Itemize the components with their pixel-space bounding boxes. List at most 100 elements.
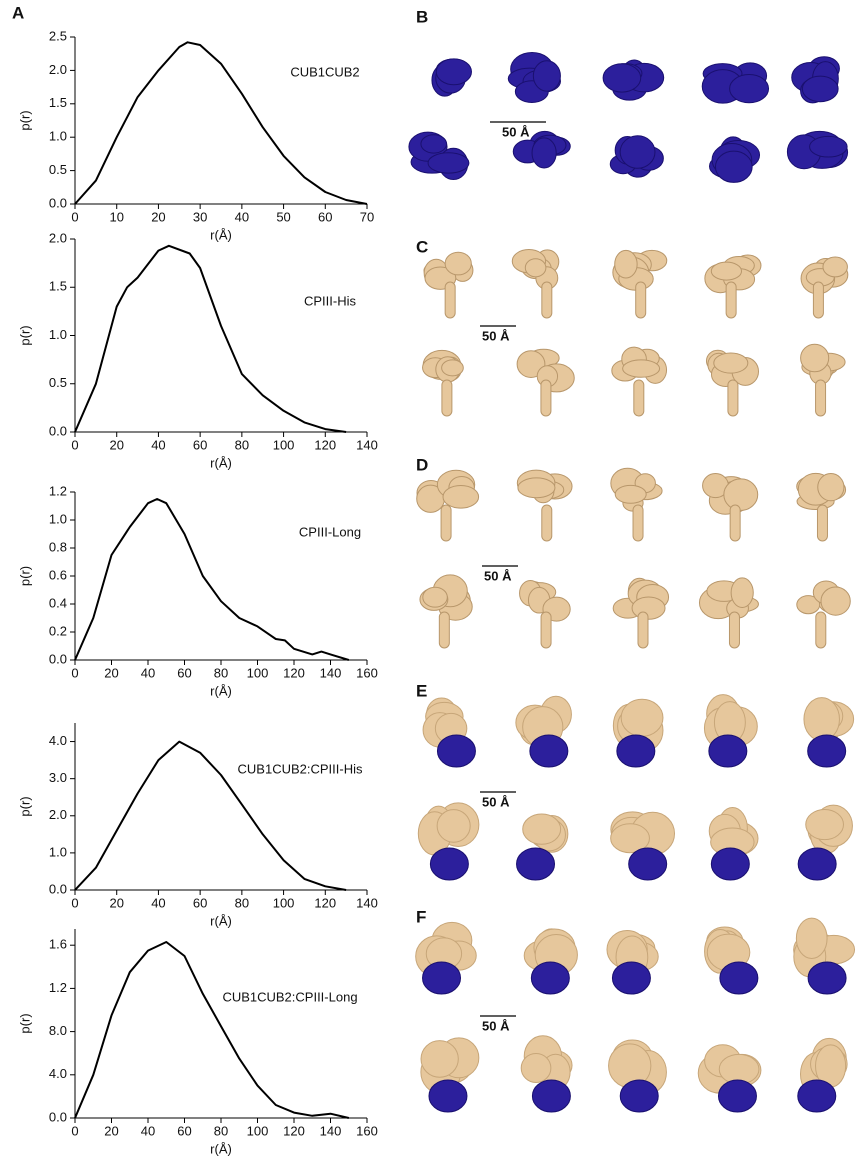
scale-bar-label: 50 Å: [502, 124, 530, 139]
y-tick-label: 0.5: [49, 162, 67, 177]
x-tick-label: 100: [247, 1123, 269, 1138]
y-tick-label: 1.0: [49, 511, 67, 526]
molecule: [517, 349, 574, 416]
x-tick-label: 10: [109, 209, 123, 224]
panel-label: E: [416, 681, 427, 700]
molecule-part: [808, 735, 846, 767]
x-tick-label: 20: [104, 665, 118, 680]
molecule: [423, 698, 475, 767]
molecule: [409, 132, 469, 179]
x-tick-label: 80: [214, 665, 228, 680]
x-tick-label: 70: [360, 209, 374, 224]
molecule: [517, 470, 572, 541]
molecule-part: [718, 1080, 756, 1112]
panel-label: F: [416, 907, 426, 926]
x-tick-label: 120: [314, 437, 336, 452]
annotation: CUB1CUB2: [290, 64, 359, 79]
x-tick-label: 80: [214, 1123, 228, 1138]
molecule-part: [623, 360, 660, 377]
molecule-part: [518, 478, 555, 498]
molecule-part: [724, 479, 758, 510]
x-tick-label: 120: [314, 895, 336, 910]
molecule-part: [802, 76, 838, 102]
molecule: [610, 136, 663, 177]
molecule-part: [439, 612, 449, 648]
molecule-part: [823, 257, 847, 277]
molecule-part: [816, 612, 826, 648]
molecule-part: [436, 59, 471, 85]
molecule-part: [629, 848, 667, 880]
x-axis-title: r(Å): [210, 455, 232, 470]
y-tick-label: 1.0: [49, 129, 67, 144]
figure: A B C D E F 50 Å50 Å50 Å50 Å50 Å0.00.51.…: [0, 0, 862, 1162]
molecule-part: [523, 814, 561, 844]
y-tick-label: 1.0: [49, 844, 67, 859]
molecule: [787, 131, 847, 168]
molecule-part: [423, 587, 448, 607]
x-tick-label: 80: [235, 437, 249, 452]
line: [75, 246, 346, 432]
x-tick-label: 120: [283, 1123, 305, 1138]
molecule-part: [430, 848, 468, 880]
x-tick-label: 30: [193, 209, 207, 224]
molecule-part: [731, 578, 753, 608]
x-tick-label: 60: [177, 665, 191, 680]
molecule: [416, 922, 477, 994]
x-tick-label: 40: [141, 665, 155, 680]
x-tick-label: 60: [177, 1123, 191, 1138]
molecule-part: [816, 380, 826, 416]
molecule-part: [715, 151, 752, 182]
molecule: [420, 575, 472, 648]
x-tick-label: 50: [276, 209, 290, 224]
molecule-part: [620, 1080, 658, 1112]
molecule: [611, 812, 675, 880]
panel-label: A: [12, 3, 24, 22]
y-axis-title: p(r): [17, 1013, 32, 1033]
molecule-part: [615, 485, 646, 503]
x-axis-title: r(Å): [210, 1141, 232, 1156]
molecule: [699, 578, 758, 648]
molecule: [521, 1036, 572, 1112]
molecule: [520, 581, 571, 648]
x-tick-label: 0: [71, 437, 78, 452]
y-tick-label: 0.0: [49, 881, 67, 896]
x-tick-label: 140: [320, 665, 342, 680]
molecule-part: [428, 153, 469, 173]
molecule-part: [817, 505, 827, 541]
y-tick-label: 4.0: [49, 1066, 67, 1081]
molecule: [418, 803, 479, 880]
scale-bar-label: 50 Å: [482, 794, 510, 809]
molecule: [797, 473, 846, 541]
molecule-part: [720, 962, 758, 994]
panel-label: D: [416, 455, 428, 474]
x-tick-label: 0: [71, 665, 78, 680]
molecule: [613, 578, 668, 648]
molecule: [792, 57, 840, 103]
x-tick-label: 100: [247, 665, 269, 680]
y-axis-title: p(r): [17, 796, 32, 816]
molecule-part: [620, 136, 655, 168]
molecule: [603, 60, 664, 100]
y-tick-label: 0.2: [49, 623, 67, 638]
annotation: CPIII-His: [304, 293, 357, 308]
molecule-part: [632, 597, 665, 619]
molecule: [423, 350, 464, 416]
x-tick-label: 60: [193, 437, 207, 452]
molecule-part: [804, 698, 840, 741]
molecule-part: [441, 505, 451, 541]
y-tick-label: 1.5: [49, 95, 67, 110]
molecule-part: [634, 380, 644, 416]
molecule-part: [421, 1041, 458, 1078]
x-tick-label: 20: [151, 209, 165, 224]
molecule-part: [530, 735, 568, 767]
x-tick-label: 160: [356, 1123, 378, 1138]
molecule-part: [730, 75, 769, 103]
molecule-part: [810, 136, 848, 157]
molecule-part: [730, 505, 740, 541]
molecule-part: [531, 962, 569, 994]
x-axis-title: r(Å): [210, 683, 232, 698]
scale-bar-label: 50 Å: [482, 328, 510, 343]
molecule: [794, 918, 855, 994]
molecule-part: [612, 962, 650, 994]
molecule: [508, 52, 560, 102]
